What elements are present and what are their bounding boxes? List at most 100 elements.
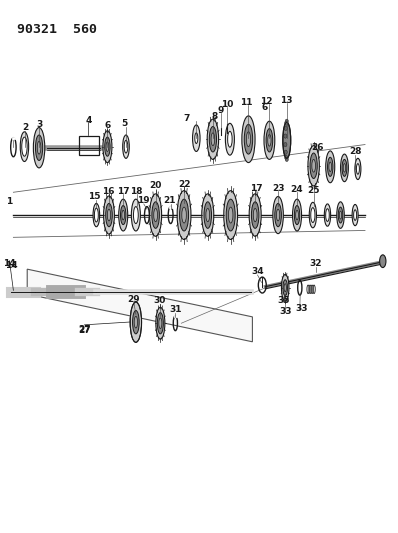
Ellipse shape	[284, 284, 286, 292]
Ellipse shape	[266, 128, 273, 152]
Ellipse shape	[228, 207, 233, 223]
Ellipse shape	[284, 126, 287, 131]
Text: 9: 9	[218, 106, 224, 115]
Text: 14: 14	[5, 261, 18, 270]
Text: 6: 6	[261, 103, 267, 112]
Ellipse shape	[293, 199, 302, 231]
Text: 25: 25	[307, 185, 320, 195]
Text: 29: 29	[128, 295, 140, 304]
Text: 90321  560: 90321 560	[18, 22, 98, 36]
Ellipse shape	[283, 122, 291, 158]
Ellipse shape	[105, 137, 110, 156]
Ellipse shape	[337, 202, 344, 228]
Ellipse shape	[107, 209, 111, 221]
Ellipse shape	[209, 126, 217, 152]
Ellipse shape	[252, 202, 259, 228]
Text: 11: 11	[240, 98, 253, 107]
Ellipse shape	[228, 131, 232, 147]
Text: 35: 35	[278, 296, 290, 305]
Ellipse shape	[295, 206, 300, 224]
Text: 26: 26	[311, 143, 324, 152]
Text: 17: 17	[250, 183, 263, 192]
Text: 2: 2	[22, 123, 28, 132]
Ellipse shape	[285, 156, 288, 159]
Ellipse shape	[253, 208, 257, 222]
Ellipse shape	[121, 206, 126, 224]
Ellipse shape	[133, 311, 139, 334]
Ellipse shape	[106, 204, 112, 227]
Ellipse shape	[324, 204, 331, 226]
Ellipse shape	[131, 199, 140, 231]
Ellipse shape	[283, 280, 287, 296]
Ellipse shape	[93, 204, 100, 227]
Ellipse shape	[133, 207, 138, 223]
Text: 17: 17	[117, 187, 129, 196]
Ellipse shape	[207, 119, 219, 159]
Text: 20: 20	[149, 181, 162, 190]
Text: 21: 21	[163, 196, 176, 205]
Ellipse shape	[281, 274, 289, 301]
Ellipse shape	[193, 125, 200, 151]
Ellipse shape	[119, 199, 128, 231]
Text: 4: 4	[85, 116, 92, 125]
Ellipse shape	[33, 127, 45, 168]
Ellipse shape	[20, 132, 29, 161]
Text: 13: 13	[280, 95, 292, 104]
Ellipse shape	[94, 208, 98, 222]
Ellipse shape	[296, 211, 298, 220]
Ellipse shape	[277, 209, 280, 221]
Ellipse shape	[341, 154, 348, 182]
Ellipse shape	[154, 208, 158, 222]
Text: 6: 6	[104, 121, 111, 130]
Text: 23: 23	[272, 183, 284, 192]
Text: 27: 27	[78, 325, 91, 334]
Ellipse shape	[182, 207, 186, 223]
Text: 14: 14	[3, 260, 16, 268]
Text: 24: 24	[291, 184, 303, 193]
Text: 30: 30	[153, 296, 166, 305]
Ellipse shape	[156, 308, 165, 339]
Ellipse shape	[285, 119, 289, 123]
Ellipse shape	[329, 162, 332, 172]
Ellipse shape	[226, 199, 235, 231]
Ellipse shape	[338, 207, 343, 223]
Ellipse shape	[308, 146, 319, 186]
Text: 16: 16	[102, 187, 115, 196]
Text: 27: 27	[78, 326, 91, 335]
Ellipse shape	[202, 194, 214, 236]
Ellipse shape	[103, 196, 114, 234]
Text: 18: 18	[131, 187, 143, 196]
Ellipse shape	[309, 203, 316, 228]
Text: 7: 7	[183, 114, 189, 123]
Ellipse shape	[179, 199, 189, 231]
Ellipse shape	[123, 135, 129, 158]
Ellipse shape	[225, 123, 234, 155]
Ellipse shape	[244, 124, 253, 154]
Ellipse shape	[273, 197, 283, 233]
Ellipse shape	[249, 194, 261, 236]
Ellipse shape	[22, 137, 27, 156]
Ellipse shape	[103, 131, 112, 163]
Ellipse shape	[157, 313, 163, 334]
Text: 8: 8	[212, 112, 218, 122]
Ellipse shape	[37, 141, 41, 154]
Ellipse shape	[380, 255, 386, 268]
Ellipse shape	[285, 121, 288, 125]
Ellipse shape	[275, 204, 281, 227]
Ellipse shape	[268, 134, 271, 146]
Ellipse shape	[285, 157, 289, 161]
Ellipse shape	[195, 133, 198, 143]
Ellipse shape	[206, 208, 210, 222]
Ellipse shape	[152, 202, 159, 228]
Text: 5: 5	[122, 119, 128, 128]
Ellipse shape	[343, 164, 345, 172]
Ellipse shape	[246, 132, 251, 147]
Ellipse shape	[211, 133, 215, 146]
Text: 12: 12	[260, 96, 273, 106]
Ellipse shape	[150, 194, 162, 236]
Text: 22: 22	[178, 180, 190, 189]
Text: 28: 28	[349, 148, 361, 157]
Ellipse shape	[284, 142, 287, 147]
Ellipse shape	[339, 211, 341, 219]
Text: 3: 3	[36, 120, 42, 129]
